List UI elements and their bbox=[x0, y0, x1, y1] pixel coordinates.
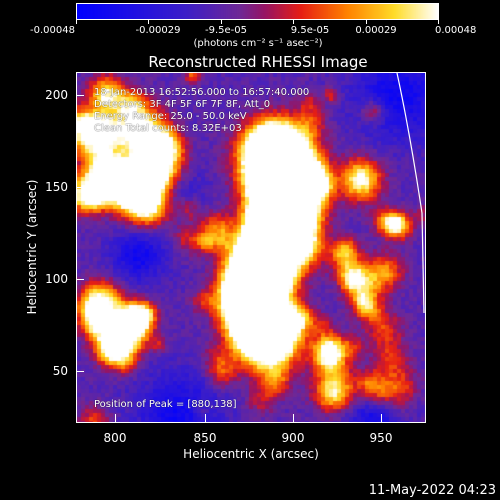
y-tick-label: 150 bbox=[45, 180, 68, 194]
x-tick bbox=[381, 414, 382, 422]
y-tick bbox=[76, 371, 84, 372]
y-tick-label: 200 bbox=[45, 88, 68, 102]
colorbar-tick-label: -0.00048 bbox=[30, 25, 75, 36]
clean-counts-text: Clean Total counts: 8.32E+03 bbox=[94, 123, 242, 134]
colorbar-tick-label: 0.00029 bbox=[355, 25, 397, 36]
colorbar-tick bbox=[293, 20, 294, 24]
y-axis-title: Heliocentric Y (arcsec) bbox=[25, 179, 39, 315]
colorbar-tick bbox=[221, 20, 222, 24]
colorbar-units: (photons cm⁻² s⁻¹ asec⁻²) bbox=[193, 38, 323, 49]
colorbar-tick-label: -0.00029 bbox=[135, 25, 181, 36]
rhessi-image bbox=[77, 73, 425, 422]
x-tick-label: 850 bbox=[193, 431, 217, 445]
peak-position-text: Position of Peak = [880,138] bbox=[94, 399, 237, 410]
y-tick-label: 50 bbox=[52, 364, 68, 378]
x-tick bbox=[293, 414, 294, 422]
colorbar-tick-label: -9.5e-05 bbox=[205, 25, 247, 36]
y-tick bbox=[76, 279, 84, 280]
colorbar-tick bbox=[366, 20, 367, 24]
x-tick-label: 900 bbox=[281, 431, 305, 445]
colorbar-tick bbox=[76, 20, 77, 24]
time-range-text: 18-Jan-2013 16:52:56.000 to 16:57:40.000 bbox=[94, 87, 310, 98]
y-tick bbox=[76, 187, 84, 188]
colorbar-tick bbox=[148, 20, 149, 24]
x-tick-label: 800 bbox=[103, 431, 127, 445]
x-tick-label: 950 bbox=[369, 431, 393, 445]
y-tick bbox=[76, 95, 84, 96]
y-tick-label: 100 bbox=[45, 272, 68, 286]
x-tick bbox=[115, 414, 116, 422]
colorbar bbox=[76, 3, 439, 20]
x-tick bbox=[205, 414, 206, 422]
colorbar-tick-label: 0.00048 bbox=[435, 25, 477, 36]
colorbar-tick bbox=[438, 20, 439, 24]
solar-limb bbox=[396, 73, 425, 314]
x-axis-title: Heliocentric X (arcsec) bbox=[183, 447, 319, 461]
plot-title: Reconstructed RHESSI Image bbox=[148, 53, 368, 71]
energy-range-text: Energy Range: 25.0 - 50.0 keV bbox=[94, 111, 247, 122]
detectors-text: Detectors: 3F 4F 5F 6F 7F 8F, Att_0 bbox=[94, 99, 271, 110]
colorbar-tick-label: 9.5e-05 bbox=[290, 25, 330, 36]
image-plot-area: 18-Jan-2013 16:52:56.000 to 16:57:40.000… bbox=[76, 72, 426, 423]
timestamp: 11-May-2022 04:23 bbox=[368, 483, 496, 498]
